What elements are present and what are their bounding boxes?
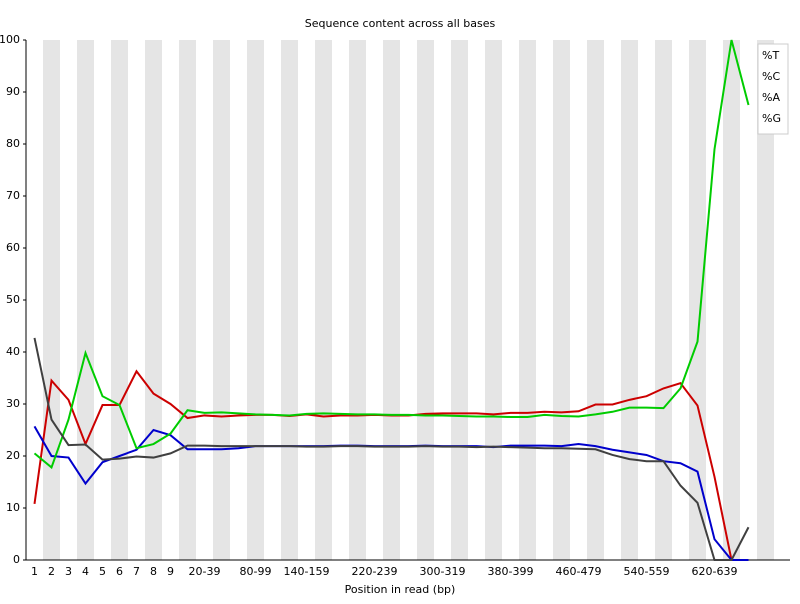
stripe <box>315 40 332 560</box>
stripe <box>485 40 502 560</box>
y-tick-label: 20 <box>6 449 20 462</box>
x-tick-label: 5 <box>99 565 106 578</box>
legend-entry: %G <box>762 112 781 125</box>
legend-box <box>757 43 789 135</box>
stripe <box>43 40 60 560</box>
stripe <box>349 40 366 560</box>
x-tick-label: 7 <box>133 565 140 578</box>
y-tick-label: 90 <box>6 85 20 98</box>
stripe <box>247 40 264 560</box>
y-tick-label: 40 <box>6 345 20 358</box>
x-tick-label: 3 <box>65 565 72 578</box>
stripe <box>757 40 774 560</box>
y-tick-label: 60 <box>6 241 20 254</box>
legend-entry: %C <box>762 70 780 83</box>
y-tick-label: 70 <box>6 189 20 202</box>
stripe <box>77 40 94 560</box>
x-tick-label: 220-239 <box>352 565 398 578</box>
x-tick-label: 4 <box>82 565 89 578</box>
x-tick-label: 300-319 <box>420 565 466 578</box>
stripe <box>281 40 298 560</box>
x-tick-label: 380-399 <box>488 565 534 578</box>
stripe <box>213 40 230 560</box>
series-line <box>33 39 750 470</box>
x-tick-label: 620-639 <box>692 565 738 578</box>
stripe <box>655 40 672 560</box>
y-tick-label: 80 <box>6 137 20 150</box>
stripe <box>111 40 128 560</box>
stripe <box>553 40 570 560</box>
x-tick-label: 20-39 <box>189 565 221 578</box>
x-tick-label: 80-99 <box>240 565 272 578</box>
x-tick-label: 2 <box>48 565 55 578</box>
x-tick-label: 140-159 <box>284 565 330 578</box>
legend-entry: %A <box>762 91 780 104</box>
legend-entry: %T <box>762 49 779 62</box>
stripe <box>383 40 400 560</box>
series-line <box>33 337 750 561</box>
x-tick-label: 9 <box>167 565 174 578</box>
y-tick-label: 50 <box>6 293 20 306</box>
x-axis-label: Position in read (bp) <box>345 583 456 596</box>
x-tick-label: 540-559 <box>624 565 670 578</box>
x-tick-label: 1 <box>31 565 38 578</box>
y-tick-label: 0 <box>13 553 20 566</box>
x-tick-label: 8 <box>150 565 157 578</box>
y-tick-label: 100 <box>0 33 20 46</box>
stripe <box>689 40 706 560</box>
x-tick-label: 6 <box>116 565 123 578</box>
y-tick-label: 10 <box>6 501 20 514</box>
stripe <box>519 40 536 560</box>
stripe <box>179 40 196 560</box>
x-tick-label: 460-479 <box>556 565 602 578</box>
y-tick-label: 30 <box>6 397 20 410</box>
stripe <box>621 40 638 560</box>
stripe <box>451 40 468 560</box>
chart-title: Sequence content across all bases <box>305 17 496 30</box>
stripe <box>587 40 604 560</box>
stripe <box>417 40 434 560</box>
stripe <box>145 40 162 560</box>
stripe <box>723 40 740 560</box>
